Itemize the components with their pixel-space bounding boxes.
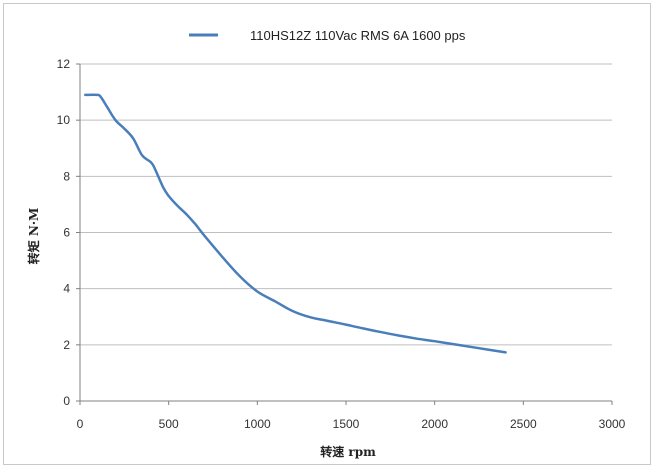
y-tick-label: 0 [63,394,70,408]
y-tick-label: 8 [63,169,70,183]
x-tick-label: 3000 [599,417,626,431]
series-lines [84,93,507,354]
y-tick-label: 10 [57,113,71,127]
legend-label: 110HS12Z 110Vac RMS 6A 1600 pps [250,28,466,43]
y-tick-label: 2 [63,338,70,352]
torque-speed-chart: 0 2 4 6 8 10 12 0 500 1000 1500 2000 2500 3000 110HS1… [26,28,626,459]
x-tick-label: 1500 [333,417,360,431]
x-tick-label: 2000 [421,417,448,431]
x-tick-label: 1000 [244,417,271,431]
x-tick-label: 0 [77,417,84,431]
y-tick-label: 4 [63,282,70,296]
chart-frame: 0 2 4 6 8 10 12 0 500 1000 1500 2000 2500 3000 110HS1… [3,3,651,465]
x-axis-title: 转速 rpm [320,444,376,459]
axes [76,63,613,405]
x-tick-label: 2500 [510,417,537,431]
x-tick-label: 500 [159,417,179,431]
y-axis-title: 转矩 N·M [26,208,41,265]
legend: 110HS12Z 110Vac RMS 6A 1600 pps [189,28,466,43]
tick-labels: 0 2 4 6 8 10 12 0 500 1000 1500 2000 2500 3000 [57,57,626,431]
y-tick-label: 12 [57,57,71,71]
gridlines [80,63,612,346]
series-line-0 [84,93,507,354]
y-tick-label: 6 [63,226,70,240]
